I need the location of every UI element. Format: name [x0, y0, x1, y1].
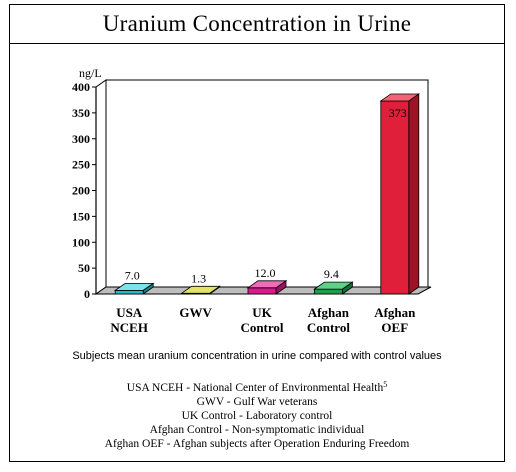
bar-top	[313, 281, 354, 290]
bar-side	[408, 93, 420, 295]
legend: USA NCEH - National Center of Environmen…	[9, 378, 505, 451]
x-tick-label: UK	[252, 305, 272, 320]
y-tick-label: 250	[72, 158, 90, 172]
legend-line-usa-nceh: USA NCEH - National Center of Environmen…	[9, 378, 505, 395]
legend-line-afghan-control: Afghan Control - Non-symptomatic individ…	[9, 423, 505, 437]
bar-top	[113, 282, 155, 291]
legend-text: UK Control - Laboratory control	[181, 410, 333, 422]
bar	[247, 287, 277, 295]
back-wall	[105, 79, 429, 288]
legend-line-afghan-oef: Afghan OEF - Afghan subjects after Opera…	[9, 437, 505, 451]
legend-text: Afghan OEF - Afghan subjects after Opera…	[104, 438, 410, 450]
legend-text: GWV - Gulf War veterans	[196, 396, 318, 408]
data-label: 12.0	[255, 266, 276, 280]
side-wall	[95, 79, 107, 295]
chart-title: Uranium Concentration in Urine	[9, 4, 505, 44]
y-tick-label: 200	[72, 184, 90, 198]
x-tick-label: NCEH	[110, 320, 148, 335]
legend-superscript: 5	[383, 380, 388, 389]
x-tick-label: GWV	[179, 305, 212, 320]
chart-caption: Subjects mean uranium concentration in u…	[72, 350, 442, 362]
bar-top	[246, 280, 288, 289]
legend-text: Afghan Control - Non-symptomatic individ…	[149, 424, 365, 436]
y-tick-label: 0	[84, 287, 90, 301]
bar	[380, 100, 410, 295]
x-tick-label: OEF	[381, 320, 408, 335]
bar	[313, 288, 343, 295]
y-tick-label: 350	[72, 106, 90, 120]
y-tick-label: 300	[72, 132, 90, 146]
data-label: 1.3	[191, 271, 206, 285]
chart-frame	[9, 4, 505, 462]
y-tick-label: 150	[72, 209, 90, 223]
y-tick-label: 50	[78, 261, 90, 275]
bar	[114, 289, 144, 295]
data-label: 373	[389, 106, 407, 120]
x-tick-label: Afghan	[374, 305, 416, 320]
data-label: 9.4	[324, 267, 339, 281]
legend-line-gwv: GWV - Gulf War veterans	[9, 395, 505, 409]
legend-line-uk-control: UK Control - Laboratory control	[9, 409, 505, 423]
y-tick-label: 100	[72, 235, 90, 249]
x-tick-label: Control	[307, 320, 350, 335]
x-tick-label: Afghan	[308, 305, 350, 320]
x-tick-label: USA	[116, 305, 143, 320]
y-axis-label: ng/L	[79, 66, 102, 80]
x-tick-label: Control	[240, 320, 283, 335]
bar-top	[180, 285, 221, 294]
legend-text: USA NCEH - National Center of Environmen…	[126, 382, 384, 394]
bar-top	[379, 93, 421, 102]
y-tick-label: 400	[72, 80, 90, 94]
data-label: 7.0	[125, 268, 140, 282]
